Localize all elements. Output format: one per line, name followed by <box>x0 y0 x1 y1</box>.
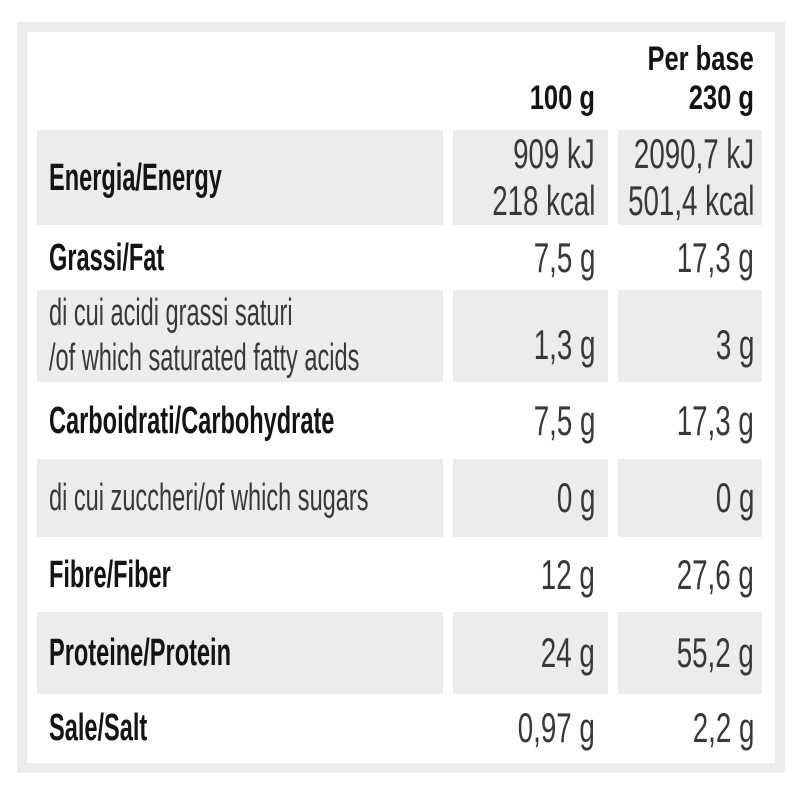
row-label: Grassi/Fat <box>49 236 165 279</box>
row-label-cell: Proteine/Protein <box>37 612 443 694</box>
header-col-per-base: Per base 230 g <box>618 32 762 130</box>
value-kj: 909 kJ <box>513 130 595 177</box>
value-kj: 2090,7 kJ <box>633 130 754 177</box>
value-cell-100g: 0 g <box>453 459 608 537</box>
table-row-sugars: di cui zuccheri/of which sugars 0 g 0 g <box>37 459 762 537</box>
column-header-230g: 230 g <box>688 79 754 117</box>
row-label: Fibre/Fiber <box>49 553 171 596</box>
row-label: Proteine/Protein <box>49 632 231 674</box>
value: 12 g <box>541 550 595 598</box>
value: 7,5 g <box>533 233 595 281</box>
row-label-cell: Fibre/Fiber <box>37 537 443 612</box>
nutrition-table-frame: 100 g Per base 230 g Energia/Energy 909 … <box>17 22 785 773</box>
row-label-cell: di cui zuccheri/of which sugars <box>37 459 443 537</box>
table-row-salt: Sale/Salt 0,97 g 2,2 g <box>37 694 762 762</box>
value-kcal: 501,4 kcal <box>627 177 754 224</box>
value-cell-per-base: 2,2 g <box>618 694 762 762</box>
table-row-energy: Energia/Energy 909 kJ 218 kcal 2090,7 kJ… <box>37 130 762 225</box>
value: 2,2 g <box>692 704 754 751</box>
row-label-cell: Sale/Salt <box>37 694 443 762</box>
value: 1,3 g <box>533 321 595 368</box>
value-cell-per-base: 55,2 g <box>618 612 762 694</box>
value: 0 g <box>715 474 754 521</box>
table-row-fiber: Fibre/Fiber 12 g 27,6 g <box>37 537 762 612</box>
row-label-cell: Carboidrati/Carbohydrate <box>37 382 443 459</box>
value-cell-100g: 7,5 g <box>453 382 608 459</box>
row-label-line-1: di cui acidi grassi saturi <box>49 292 293 334</box>
value-cell-100g: 24 g <box>453 612 608 694</box>
value-cell-100g: 909 kJ 218 kcal <box>453 130 608 225</box>
table-row-saturated-fat: di cui acidi grassi saturi /of which sat… <box>37 290 762 382</box>
value: 7,5 g <box>533 396 595 444</box>
value-cell-per-base: 17,3 g <box>618 382 762 459</box>
value: 17,3 g <box>676 233 754 281</box>
table-header-row: 100 g Per base 230 g <box>37 32 762 130</box>
value: 24 g <box>541 629 595 676</box>
table-row-carbohydrate: Carboidrati/Carbohydrate 7,5 g 17,3 g <box>37 382 762 459</box>
value-cell-per-base: 27,6 g <box>618 537 762 612</box>
row-label: Carboidrati/Carbohydrate <box>49 399 335 442</box>
column-header-per-base: Per base <box>647 40 754 78</box>
row-label-cell: di cui acidi grassi saturi /of which sat… <box>37 290 443 382</box>
value: 27,6 g <box>676 550 754 598</box>
row-label-cell: Energia/Energy <box>37 130 443 225</box>
value-kcal: 218 kcal <box>491 177 595 224</box>
table-row-fat: Grassi/Fat 7,5 g 17,3 g <box>37 225 762 290</box>
value: 17,3 g <box>676 396 754 444</box>
value-cell-per-base: 0 g <box>618 459 762 537</box>
table-row-protein: Proteine/Protein 24 g 55,2 g <box>37 612 762 694</box>
row-label-cell: Grassi/Fat <box>37 225 443 290</box>
value: 3 g <box>715 321 754 368</box>
value: 55,2 g <box>676 629 754 676</box>
header-col-100g: 100 g <box>453 32 608 130</box>
row-label: di cui zuccheri/of which sugars <box>49 476 369 519</box>
value-cell-per-base: 3 g <box>618 290 762 382</box>
value-cell-100g: 1,3 g <box>453 290 608 382</box>
row-label: Energia/Energy <box>49 156 222 199</box>
row-label-line-2: /of which saturated fatty acids <box>49 337 360 379</box>
nutrition-table: 100 g Per base 230 g Energia/Energy 909 … <box>37 32 762 762</box>
row-label: Sale/Salt <box>49 707 148 749</box>
header-empty-cell <box>37 32 443 130</box>
value: 0 g <box>556 474 595 521</box>
value: 0,97 g <box>517 704 595 751</box>
value-cell-per-base: 17,3 g <box>618 225 762 290</box>
value-cell-100g: 12 g <box>453 537 608 612</box>
value-cell-100g: 0,97 g <box>453 694 608 762</box>
value-cell-100g: 7,5 g <box>453 225 608 290</box>
column-header-100g: 100 g <box>529 79 595 117</box>
value-cell-per-base: 2090,7 kJ 501,4 kcal <box>618 130 762 225</box>
